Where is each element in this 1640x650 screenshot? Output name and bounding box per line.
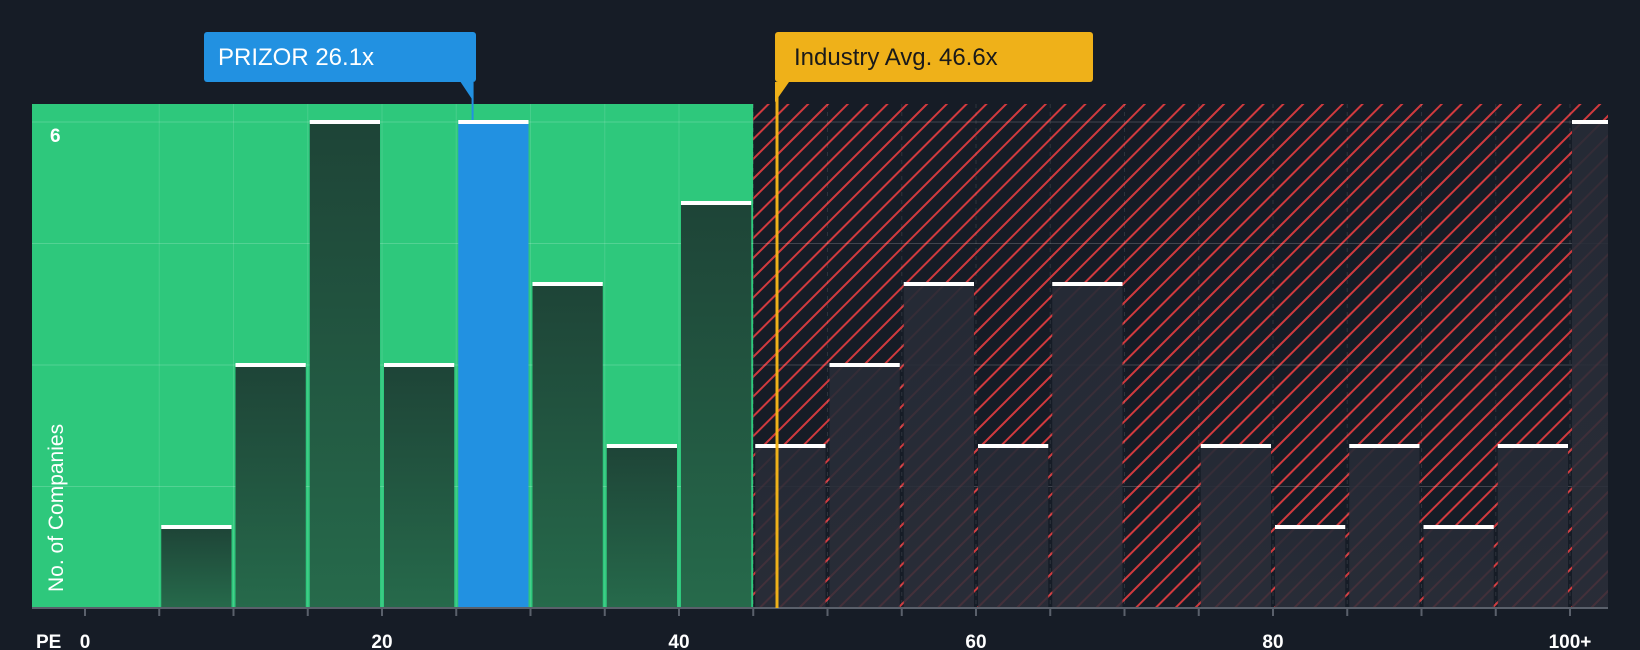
bar-cap — [1052, 282, 1123, 286]
x-axis-title: PE — [36, 632, 61, 650]
bar-cap — [532, 282, 603, 286]
x-tick-label: 60 — [965, 632, 986, 650]
bar-cap — [1349, 444, 1420, 448]
histogram-bar — [1052, 284, 1123, 608]
histogram-bar — [532, 284, 603, 608]
histogram-bar — [309, 122, 380, 608]
histogram-bar — [681, 203, 752, 608]
histogram-bar — [829, 365, 900, 608]
bar-cap — [1572, 120, 1608, 124]
histogram-bar — [1423, 527, 1494, 608]
bar-cap — [681, 201, 752, 205]
callouts: PRIZOR 26.1x Industry Avg. 46.6x — [204, 32, 1093, 608]
bar-cap — [458, 120, 529, 124]
histogram-bar — [235, 365, 306, 608]
highlight-bar — [458, 122, 529, 608]
industry-callout-pointer — [775, 82, 790, 102]
bar-cap — [1497, 444, 1568, 448]
y-axis-title: No. of Companies — [45, 424, 68, 592]
histogram-bar — [1349, 446, 1420, 608]
bar-cap — [1200, 444, 1271, 448]
bar-cap — [1275, 525, 1346, 529]
company-callout-box — [204, 32, 476, 82]
histogram-bar — [1275, 527, 1346, 608]
histogram-bar — [903, 284, 974, 608]
bar-cap — [384, 363, 455, 367]
valuation-zones — [32, 104, 1608, 608]
bar-cap — [755, 444, 826, 448]
bar-cap — [829, 363, 900, 367]
y-tick-label: 6 — [50, 126, 61, 147]
bar-cap — [606, 444, 677, 448]
bar-cap — [235, 363, 306, 367]
histogram-bar — [606, 446, 677, 608]
x-tick-label: 40 — [668, 632, 689, 650]
x-tick-label: 80 — [1262, 632, 1283, 650]
histogram-bar — [1572, 122, 1608, 608]
bar-cap — [161, 525, 232, 529]
histogram-bar — [755, 446, 826, 608]
histogram-bar — [384, 365, 455, 608]
industry-callout-label: Industry Avg. 46.6x — [794, 44, 998, 71]
industry-callout-box — [775, 32, 1093, 82]
bar-cap — [903, 282, 974, 286]
bar-cap — [309, 120, 380, 124]
histogram-bars — [161, 120, 1608, 608]
x-tick-label: 100+ — [1549, 632, 1592, 650]
histogram-bar — [161, 527, 232, 608]
histogram-bar — [1497, 446, 1568, 608]
axis-labels: 0 20 40 60 80 100+ PE 6 No. of Companies — [36, 126, 1591, 650]
x-axis — [32, 607, 1608, 616]
x-tick-label: 0 — [80, 632, 91, 650]
company-callout-pointer — [460, 82, 473, 100]
x-tick-label: 20 — [371, 632, 392, 650]
bar-cap — [1423, 525, 1494, 529]
histogram-bar — [1200, 446, 1271, 608]
company-callout-label: PRIZOR 26.1x — [218, 44, 374, 71]
bar-cap — [978, 444, 1049, 448]
histogram-bar — [978, 446, 1049, 608]
